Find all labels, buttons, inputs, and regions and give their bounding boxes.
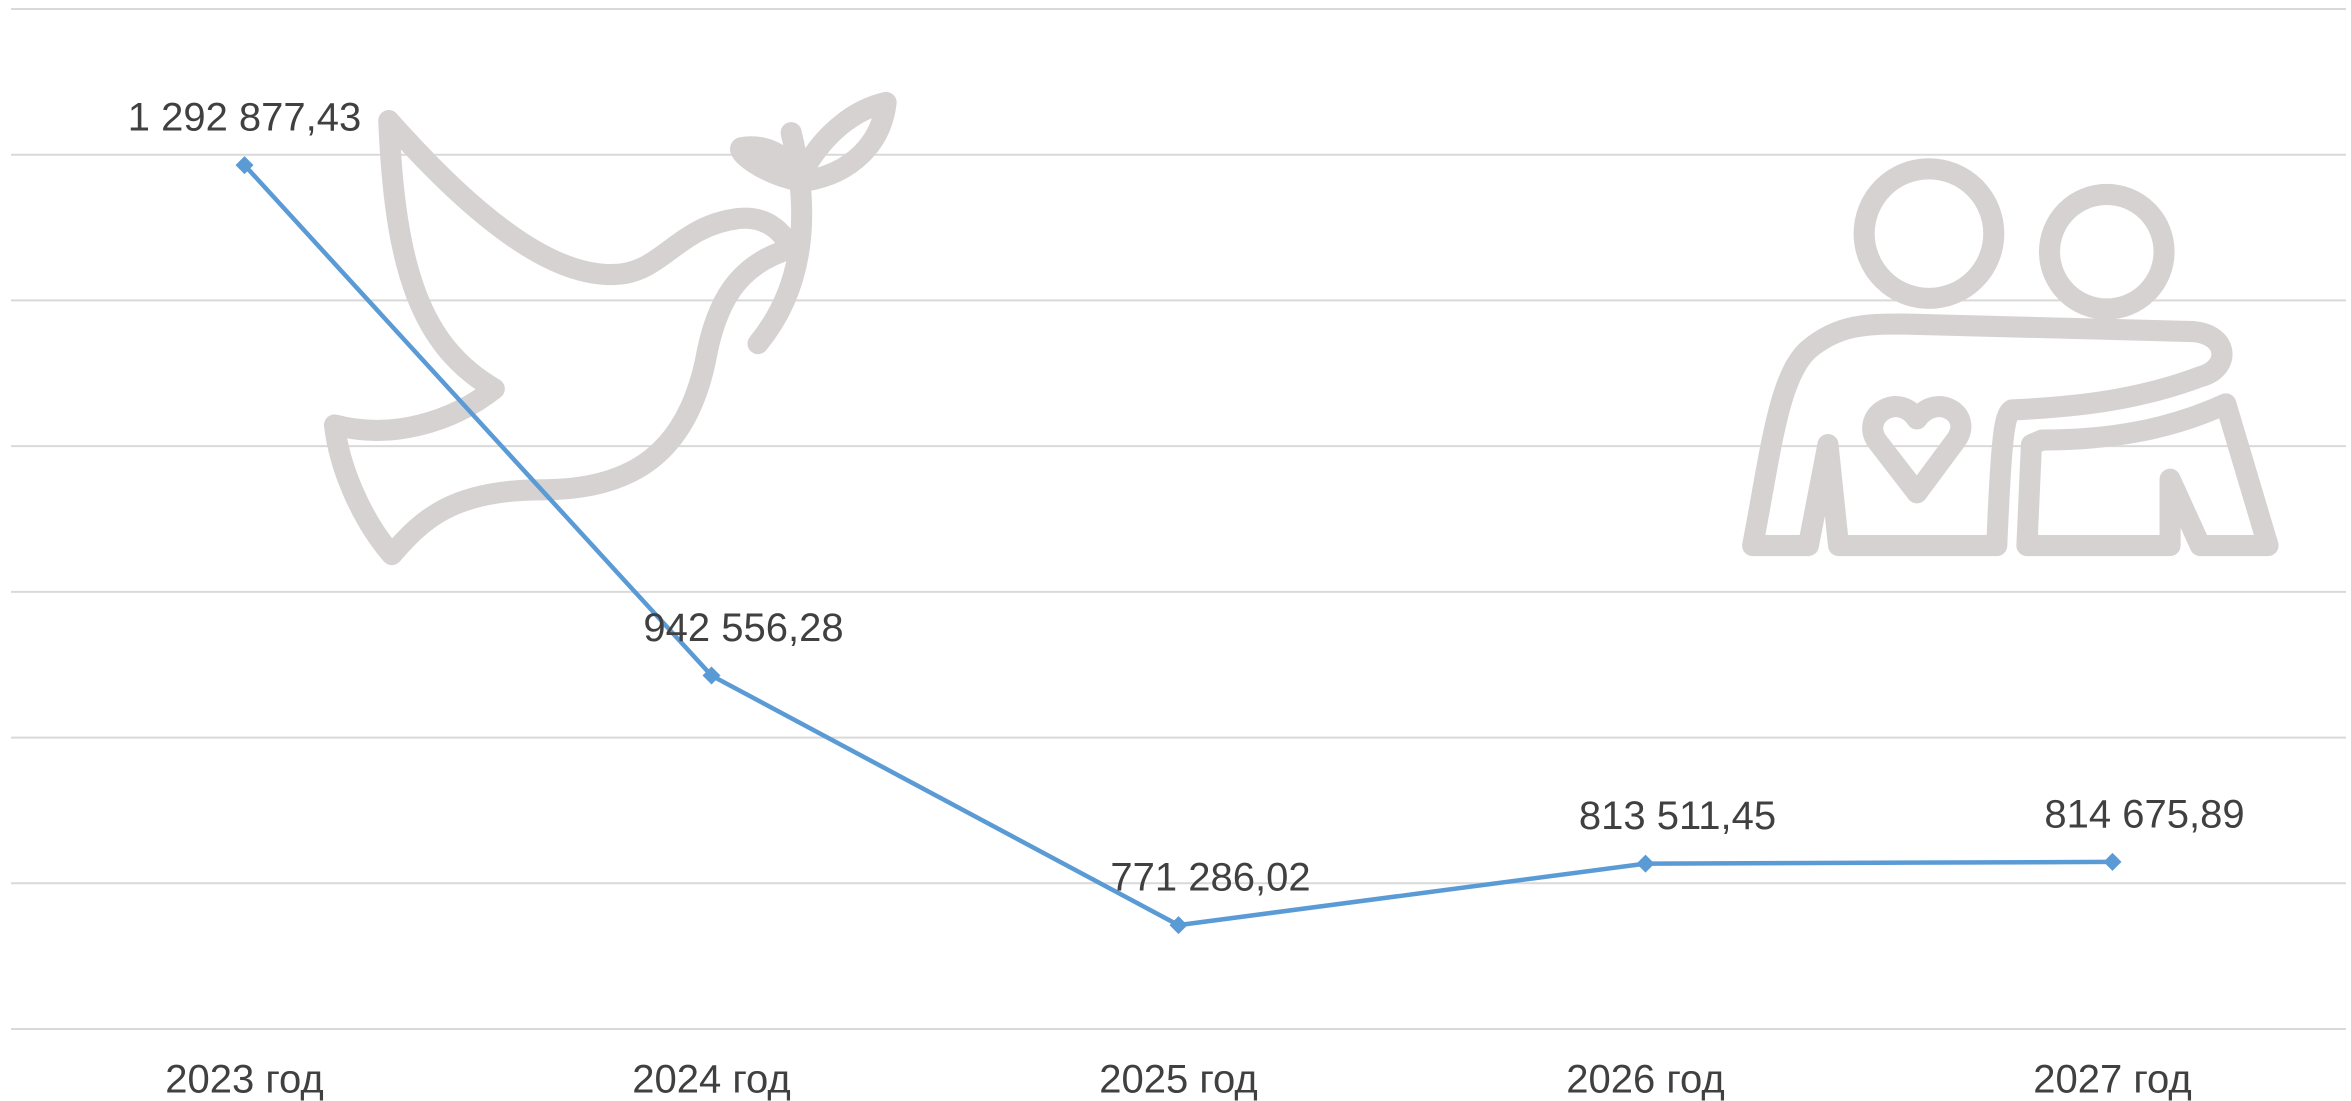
x-tick-label: 2026 год xyxy=(1566,1058,1725,1101)
x-tick-label: 2023 год xyxy=(165,1058,324,1101)
plot: 2023 год 2024 год 2025 год 2026 год 2027 год… xyxy=(128,96,2245,1101)
family-icon xyxy=(1753,169,2268,546)
dove-icon xyxy=(335,102,887,554)
decoration xyxy=(335,102,2268,554)
data-label: 942 556,28 xyxy=(643,606,843,650)
x-tick-label: 2025 год xyxy=(1099,1058,1258,1101)
data-label: 771 286,02 xyxy=(1110,856,1310,900)
data-label: 1 292 877,43 xyxy=(128,96,362,140)
x-tick-label: 2024 год xyxy=(632,1058,791,1101)
marker xyxy=(2104,853,2122,871)
marker xyxy=(1637,855,1655,873)
data-label: 814 675,89 xyxy=(2044,792,2244,836)
marker xyxy=(1170,916,1188,934)
data-label: 813 511,45 xyxy=(1579,794,1776,838)
chart: 2023 год 2024 год 2025 год 2026 год 2027 год… xyxy=(0,0,2351,1101)
x-tick-label: 2027 год xyxy=(2033,1058,2192,1101)
